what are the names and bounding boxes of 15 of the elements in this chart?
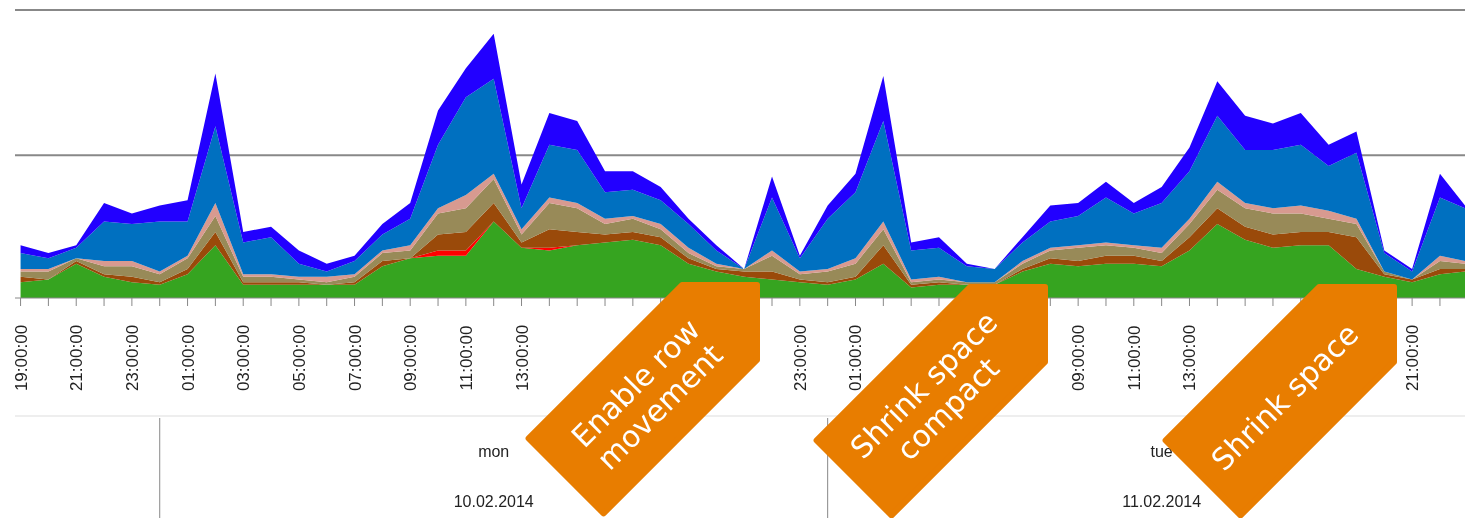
x-tick-label: 09:00:00 <box>1069 324 1089 392</box>
x-tick-label: 11:00:00 <box>1124 325 1144 391</box>
x-tick-label: 21:00:00 <box>1403 324 1423 392</box>
x-tick-label: 13:00:00 <box>1180 324 1200 392</box>
x-tick-label: 09:00:00 <box>401 324 421 392</box>
text: mon <box>478 443 510 460</box>
x-tick-label: 23:00:00 <box>790 324 810 392</box>
x-tick-label: 01:00:00 <box>178 324 198 392</box>
x-tick-label: 03:00:00 <box>234 324 254 392</box>
x-tick-label: 07:00:00 <box>345 324 365 392</box>
x-tick-label: 11:00:00 <box>456 325 476 391</box>
x-tick-label: 21:00:00 <box>67 324 87 392</box>
x-tick-label: 05:00:00 <box>289 324 309 392</box>
x-tick-label: 19:00:00 <box>11 324 31 392</box>
x-tick-label: 23:00:00 <box>122 324 142 392</box>
